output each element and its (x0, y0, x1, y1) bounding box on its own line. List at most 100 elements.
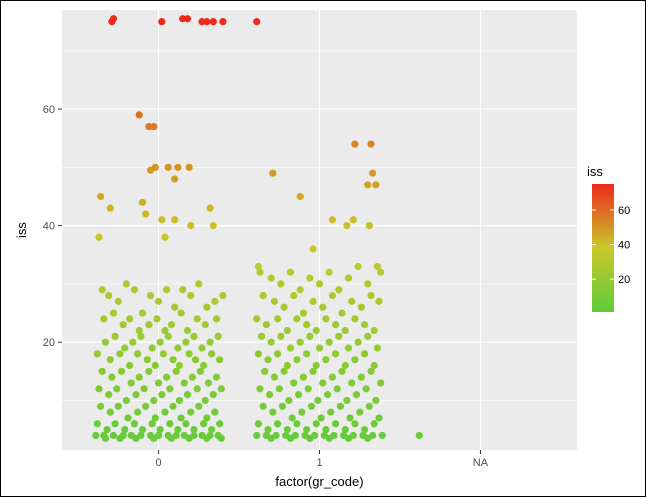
data-point (335, 332, 343, 340)
data-point (348, 379, 356, 387)
data-point (151, 163, 159, 171)
data-point (304, 385, 312, 393)
data-point (203, 414, 211, 422)
data-point (138, 309, 147, 317)
data-point (362, 385, 370, 393)
data-point (93, 420, 102, 428)
data-point (151, 361, 159, 370)
data-point (167, 434, 176, 442)
data-point (270, 297, 279, 305)
data-point (354, 338, 362, 346)
data-point (331, 350, 340, 358)
data-point (132, 391, 140, 399)
color-legend: iss 20 40 60 (587, 164, 630, 312)
data-point (174, 426, 182, 434)
data-point (163, 373, 171, 381)
data-point (262, 321, 270, 329)
data-point (296, 286, 304, 294)
x-tick-label: 0 (156, 457, 162, 469)
data-point (267, 434, 275, 442)
data-point (253, 431, 261, 440)
data-point (367, 140, 375, 148)
data-point (415, 431, 423, 440)
data-point (169, 356, 177, 364)
data-point (135, 111, 143, 119)
y-axis-title: iss (14, 222, 29, 238)
data-point (352, 391, 361, 399)
data-point (312, 326, 320, 335)
data-point (307, 402, 316, 410)
data-point (360, 426, 369, 434)
data-point (209, 391, 217, 399)
y-tick-label: 40 (43, 221, 55, 233)
data-point (351, 315, 359, 323)
data-point (119, 321, 127, 329)
data-point (114, 402, 122, 410)
data-point (158, 18, 166, 26)
data-point (185, 350, 193, 358)
data-point (351, 420, 359, 428)
data-point (277, 280, 285, 288)
data-point (216, 356, 224, 364)
data-point (309, 367, 317, 375)
data-point (286, 344, 295, 352)
data-point (256, 268, 264, 276)
data-point (196, 367, 205, 375)
data-point (171, 216, 179, 224)
data-point (264, 356, 272, 364)
data-point (182, 338, 190, 346)
data-point (344, 274, 353, 282)
data-point (103, 426, 111, 434)
data-point (216, 420, 224, 428)
data-point (217, 434, 225, 442)
data-point (319, 303, 327, 311)
data-point (174, 163, 182, 171)
data-point (328, 291, 336, 300)
data-point (286, 268, 295, 276)
data-point (179, 286, 187, 294)
legend-label: 20 (618, 274, 630, 286)
data-point (130, 420, 139, 428)
data-point (219, 18, 227, 26)
data-point (187, 291, 195, 300)
data-point (201, 321, 209, 329)
data-point (190, 332, 198, 340)
data-point (341, 426, 349, 434)
data-point (377, 268, 385, 276)
data-point (158, 216, 166, 224)
data-point (183, 391, 192, 399)
data-point (338, 309, 346, 317)
data-point (161, 408, 169, 416)
data-point (372, 181, 380, 189)
data-point (187, 222, 195, 230)
data-point (351, 356, 359, 364)
data-point (125, 315, 134, 323)
data-point (206, 338, 214, 346)
data-point (331, 420, 340, 428)
data-point (212, 315, 221, 323)
data-point (150, 396, 158, 405)
data-point (154, 379, 163, 387)
data-point (312, 420, 320, 428)
data-point (109, 15, 118, 23)
data-point (204, 379, 213, 387)
data-point (108, 373, 116, 381)
data-point (200, 361, 208, 370)
data-point (367, 291, 375, 300)
data-point (203, 434, 211, 442)
data-point (95, 233, 103, 241)
data-point (290, 379, 298, 387)
x-axis-title: factor(gr_code) (275, 474, 363, 489)
data-point (254, 350, 262, 358)
data-point (187, 408, 195, 416)
data-point (370, 326, 378, 335)
data-point (142, 402, 150, 410)
data-point (156, 426, 164, 434)
data-point (97, 192, 105, 201)
data-point (159, 350, 167, 358)
data-point (344, 434, 353, 442)
data-point (97, 402, 105, 410)
data-point (343, 222, 351, 230)
data-point (283, 361, 291, 370)
data-point (150, 434, 158, 442)
